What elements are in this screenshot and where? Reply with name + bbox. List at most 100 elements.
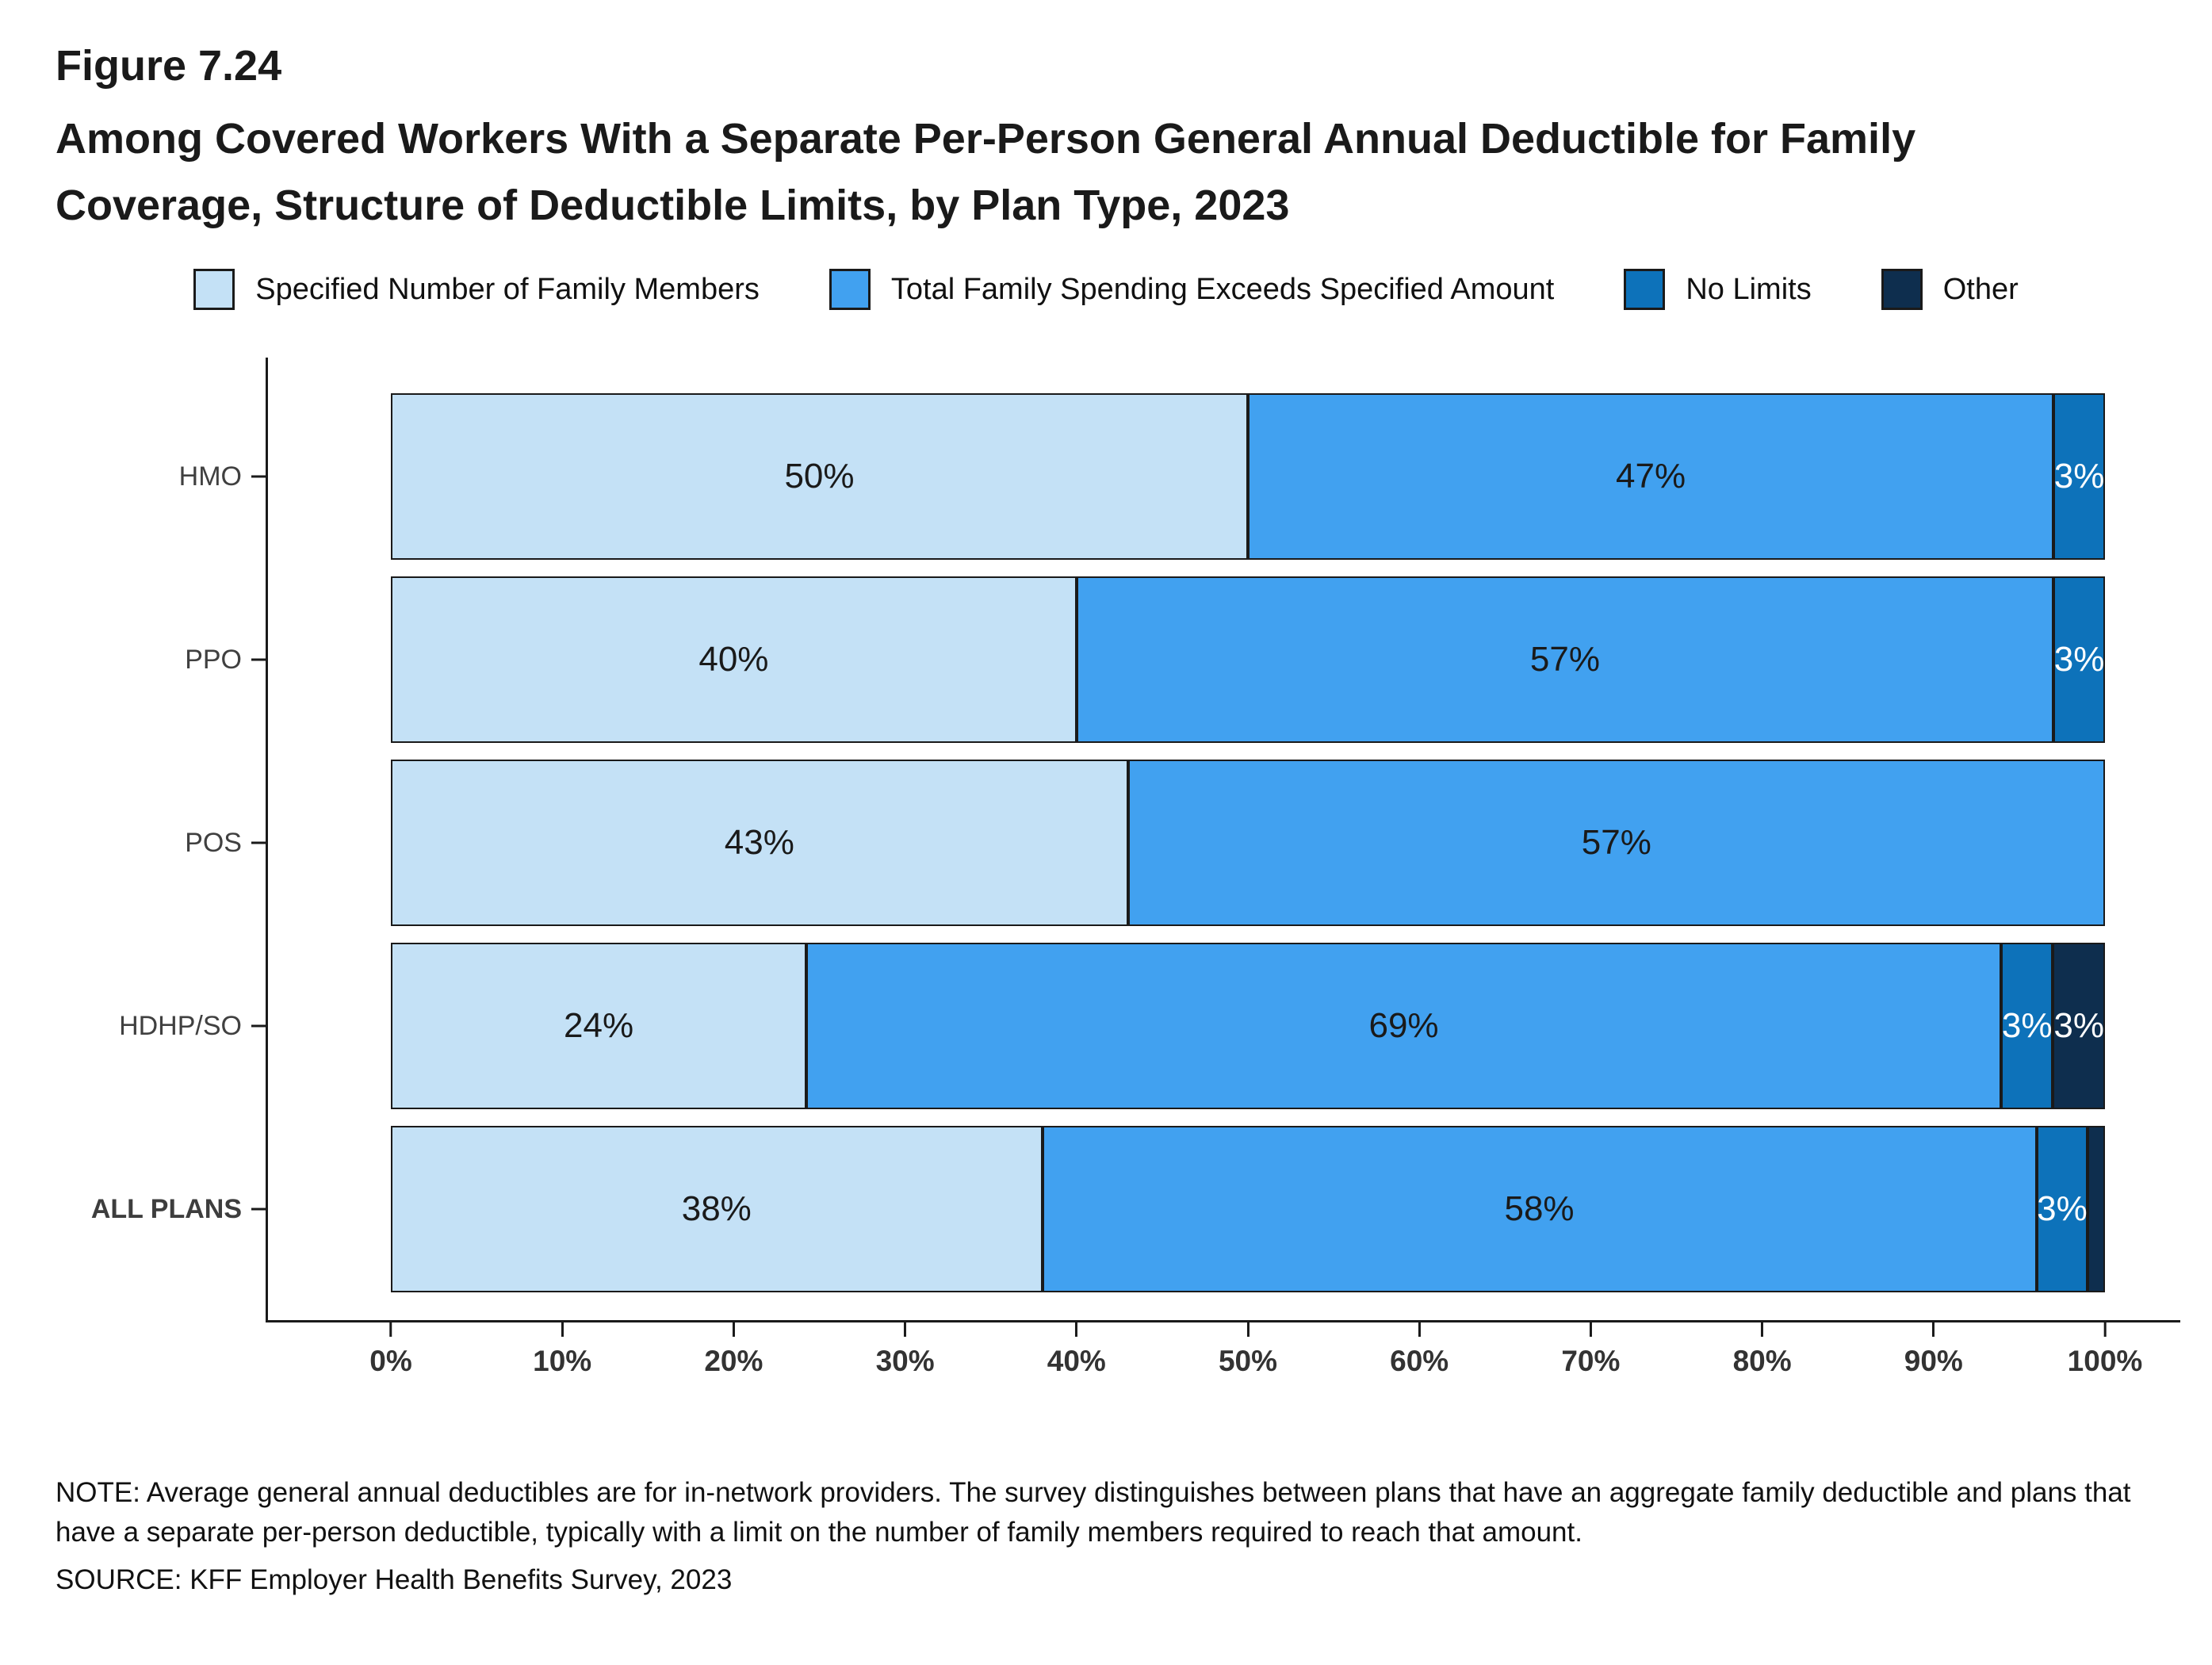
bar-value-label: 47% <box>1616 457 1686 496</box>
x-tick-mark <box>1418 1322 1421 1338</box>
bar-value-label: 3% <box>2037 1189 2088 1229</box>
y-axis-label: ALL PLANS <box>55 1126 266 1292</box>
y-tick-mark <box>251 841 266 844</box>
bar-segment: 43% <box>391 760 1128 927</box>
legend-label: Total Family Spending Exceeds Specified … <box>890 272 1555 306</box>
bar-row: 40% 57% 3% <box>391 576 2105 744</box>
legend-item: No Limits <box>1624 269 1812 311</box>
legend-swatch <box>1624 269 1666 311</box>
bar-value-label: 57% <box>1529 640 1600 679</box>
legend-swatch <box>1881 269 1923 311</box>
y-axis-label: HMO <box>55 393 266 560</box>
x-tick: 30% <box>876 1322 935 1378</box>
x-tick-mark <box>561 1322 564 1338</box>
bar-value-label: 58% <box>1504 1189 1575 1229</box>
legend-swatch <box>829 269 871 311</box>
bar-segment: 57% <box>1076 576 2054 744</box>
x-tick-label: 70% <box>1561 1345 1621 1378</box>
x-tick-label: 10% <box>533 1345 592 1378</box>
x-tick-label: 100% <box>2067 1345 2143 1378</box>
x-tick-mark <box>1246 1322 1250 1338</box>
legend-label: Other <box>1942 272 2019 306</box>
x-tick: 80% <box>1733 1322 1792 1378</box>
bar-segment: 3% <box>2000 943 2053 1110</box>
bar-value-label: 38% <box>681 1189 752 1229</box>
bar-segment: 3% <box>2036 1126 2088 1293</box>
x-tick: 10% <box>533 1322 591 1378</box>
legend-item: Total Family Spending Exceeds Specified … <box>829 269 1555 311</box>
x-tick: 60% <box>1390 1322 1449 1378</box>
bar-hdhp-so: 24% 69% 3% 3% <box>391 943 2105 1110</box>
bar-row: 38% 58% 3% <box>391 1126 2105 1293</box>
bar-ppo: 40% 57% 3% <box>391 576 2105 744</box>
bar-value-label: 43% <box>724 823 794 863</box>
x-tick-label: 20% <box>704 1345 763 1378</box>
y-axis-label-text: HDHP/SO <box>119 1010 242 1041</box>
bar-segment: 57% <box>1127 760 2105 927</box>
y-tick-mark <box>251 658 266 661</box>
bar-segment: 3% <box>2053 576 2105 744</box>
bar-segment: 40% <box>391 576 1077 744</box>
y-axis-label-text: PPO <box>185 644 242 675</box>
x-tick-mark <box>2103 1322 2107 1338</box>
legend: Specified Number of Family Members Total … <box>0 269 2212 311</box>
bar-segment: 69% <box>806 943 2001 1110</box>
legend-item: Other <box>1881 269 2019 311</box>
plot-area: 50% 47% 3% 40% 57% 3% 43% 57% 24% 69% 3% 3% 38% 58% 3%… <box>266 358 2180 1377</box>
x-tick: 0% <box>369 1322 412 1378</box>
y-tick-mark <box>251 1208 266 1211</box>
x-tick-label: 60% <box>1390 1345 1449 1378</box>
bar-row: 43% 57% <box>391 760 2105 927</box>
bar-value-label: 24% <box>564 1006 634 1046</box>
source-text: SOURCE: KFF Employer Health Benefits Sur… <box>55 1564 733 1595</box>
bar-value-label: 57% <box>1581 823 1651 863</box>
bar-segment: 3% <box>2053 393 2105 561</box>
figure-title: Among Covered Workers With a Separate Pe… <box>55 115 1916 229</box>
bar-pos: 43% 57% <box>391 760 2105 927</box>
y-axis-label-text: ALL PLANS <box>90 1193 242 1224</box>
x-tick-mark <box>389 1322 392 1338</box>
bar-row: 24% 69% 3% 3% <box>391 943 2105 1110</box>
bar-value-label: 3% <box>2053 1006 2104 1046</box>
bars: 50% 47% 3% 40% 57% 3% 43% 57% 24% 69% 3% 3% 38% 58% 3% <box>391 393 2105 1293</box>
x-tick: 70% <box>1561 1322 1620 1378</box>
x-tick: 100% <box>2067 1322 2143 1378</box>
bar-segment: 47% <box>1248 393 2054 561</box>
bar-segment: 3% <box>2053 943 2105 1110</box>
bar-value-label: 3% <box>2053 640 2105 679</box>
x-tick-mark <box>1589 1322 1592 1338</box>
x-tick-label: 40% <box>1047 1345 1106 1378</box>
stacked-bar-chart: HMO PPO POS HDHP/SO ALL PLANS 50% 47% 3% 40% 57%… <box>55 358 2180 1377</box>
x-tick-mark <box>1075 1322 1078 1338</box>
x-tick: 50% <box>1219 1322 1277 1378</box>
x-tick-mark <box>1761 1322 1764 1338</box>
x-tick: 20% <box>704 1322 763 1378</box>
x-axis: 0% 10% 20% 30% 40% 50% 60% 70% 80% 90% 100% <box>369 1322 2142 1402</box>
legend-label: Specified Number of Family Members <box>255 272 760 306</box>
x-tick-label: 0% <box>369 1345 412 1378</box>
bar-value-label: 50% <box>784 457 855 496</box>
bar-value-label: 40% <box>698 640 769 679</box>
legend-swatch <box>193 269 235 311</box>
bar-value-label: 69% <box>1368 1006 1439 1046</box>
figure-number: Figure 7.24 <box>55 42 282 90</box>
x-tick-mark <box>904 1322 907 1338</box>
note-text: NOTE: Average general annual deductibles… <box>55 1477 2131 1548</box>
x-tick-label: 30% <box>875 1345 935 1378</box>
bar-all-plans: 38% 58% 3% <box>391 1126 2105 1293</box>
bar-segment: 50% <box>391 393 1248 561</box>
y-axis-label: POS <box>55 760 266 926</box>
y-axis-labels: HMO PPO POS HDHP/SO ALL PLANS <box>55 358 266 1322</box>
x-tick-mark <box>1932 1322 1935 1338</box>
y-axis-label: HDHP/SO <box>55 943 266 1109</box>
bar-hmo: 50% 47% 3% <box>391 393 2105 561</box>
y-axis-label: PPO <box>55 576 266 743</box>
y-axis-label-text: POS <box>185 827 242 858</box>
x-tick-label: 80% <box>1732 1345 1792 1378</box>
bar-segment: 38% <box>391 1126 1043 1293</box>
x-tick: 90% <box>1904 1322 1963 1378</box>
x-tick-mark <box>732 1322 735 1338</box>
y-tick-mark <box>251 475 266 478</box>
x-tick-label: 90% <box>1904 1345 1963 1378</box>
